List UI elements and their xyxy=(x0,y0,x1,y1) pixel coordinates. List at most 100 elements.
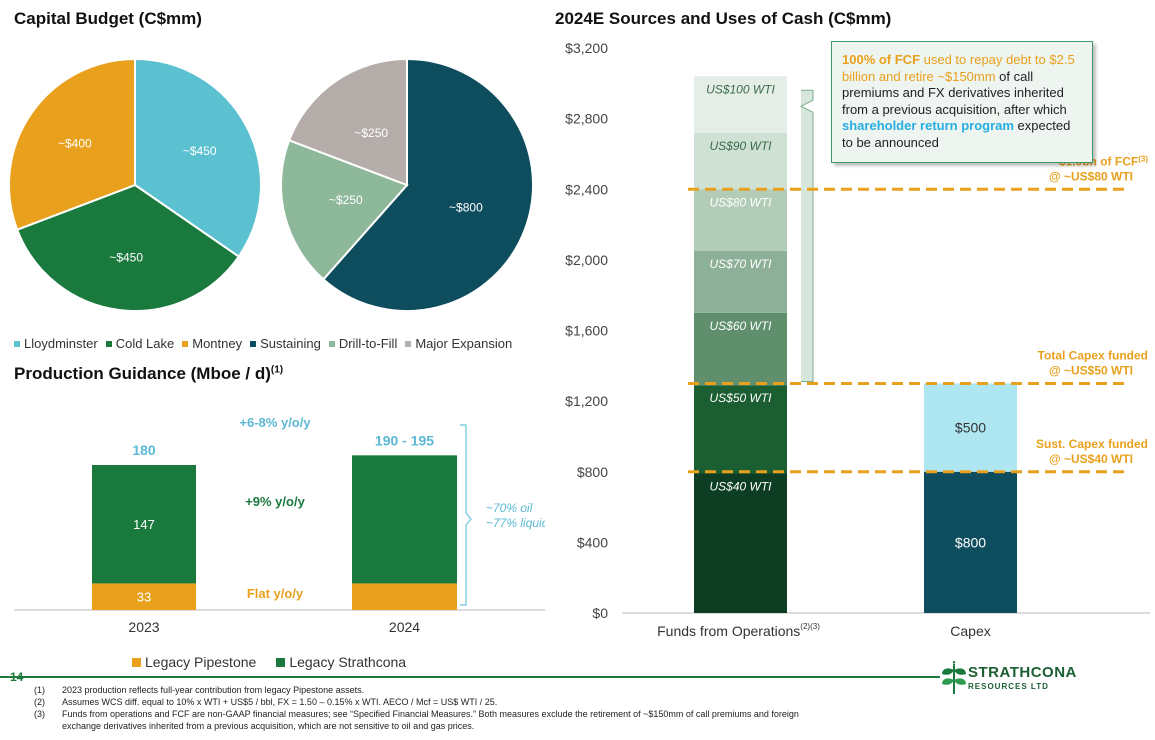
footnote-number: (3) xyxy=(34,709,45,719)
callout-text-1: 100% of FCF xyxy=(842,52,921,67)
capex-segment xyxy=(924,383,1017,472)
y-tick-label: $800 xyxy=(577,464,608,480)
x-tick-label: Funds from Operations(2)(3) xyxy=(657,622,820,639)
bar-value-label: 147 xyxy=(133,517,155,532)
ffo-segment-label: US$40 WTI xyxy=(709,480,772,494)
legend-item-drill-to-fill: Drill-to-Fill xyxy=(328,336,398,351)
footer-divider xyxy=(0,676,940,678)
ffo-segment-label: US$100 WTI xyxy=(706,82,775,96)
legend-item-lloydminster: Lloydminster xyxy=(14,336,98,351)
growth-strathcona-annotation: +9% y/o/y xyxy=(245,494,305,509)
capital-budget-legend: Lloydminster Cold Lake Montney Sustaining Dr… xyxy=(14,336,520,351)
x-tick-label: 2024 xyxy=(389,619,420,635)
y-tick-label: $400 xyxy=(577,534,608,550)
callout-text-5: expected to be announced xyxy=(842,118,1071,150)
legend-label: Cold Lake xyxy=(115,336,175,351)
reference-line-label: Sust. Capex funded xyxy=(1036,437,1148,451)
bar-segment-legacy-pipestone xyxy=(352,583,457,610)
production-title-sup: (1) xyxy=(270,364,284,376)
legend-label: Lloydminster xyxy=(24,336,98,351)
pie-value-label: ~$250 xyxy=(329,193,363,207)
legend-swatch xyxy=(132,657,141,667)
reference-line-label: Total Capex funded xyxy=(1038,348,1148,362)
sources-uses-title: 2024E Sources and Uses of Cash (C$mm) xyxy=(555,9,892,28)
legend-label: Montney xyxy=(192,336,243,351)
logo-sub: RESOURCES LTD xyxy=(968,682,1049,691)
capital-budget-pies: ~$450 ~$450 ~$400 ~$800 ~$250 ~$250 xyxy=(8,57,534,312)
mix-liquids-annotation: ~77% liquids xyxy=(486,516,545,530)
ffo-segment-label: US$50 WTI xyxy=(709,391,772,405)
x-tick-label: 2023 xyxy=(128,619,159,635)
pie-value-label: ~$450 xyxy=(183,144,217,158)
x-tick-label: Capex xyxy=(950,623,990,639)
bar-total-label: 190 - 195 xyxy=(375,432,434,448)
pie-category: ~$800 ~$250 ~$250 xyxy=(280,57,534,312)
y-tick-label: $2,000 xyxy=(565,252,608,268)
bar-value-label: 33 xyxy=(137,590,151,605)
legend-item-major-expansion: Major Expansion xyxy=(405,336,512,351)
capex-segment-label: $800 xyxy=(955,534,986,550)
legend-item-sustaining: Sustaining xyxy=(250,336,321,351)
ffo-segment-us-80-wti xyxy=(694,189,787,252)
growth-total-annotation: +6-8% y/o/y xyxy=(239,415,311,430)
legend-label: Major Expansion xyxy=(415,336,513,351)
y-tick-label: $3,200 xyxy=(565,40,608,56)
pie-slice-cold-lake xyxy=(15,183,241,312)
footnote-text: Assumes WCS diff. equal to 10% x WTI + U… xyxy=(62,697,498,707)
production-title: Production Guidance (Mboe / d)(1) xyxy=(14,364,283,384)
legend-label: Sustaining xyxy=(260,336,321,351)
footnote-number: (1) xyxy=(34,685,45,695)
bar-total-label: 180 xyxy=(132,442,156,458)
y-tick-label: $0 xyxy=(592,605,608,621)
reference-line-sublabel: @ ~US$40 WTI xyxy=(1049,452,1133,466)
ffo-segment-us-90-wti xyxy=(694,132,787,190)
legend-swatch xyxy=(14,340,20,347)
legend-label: Drill-to-Fill xyxy=(338,336,398,351)
pie-slice-montney xyxy=(8,57,136,231)
legend-item-cold-lake: Cold Lake xyxy=(105,336,175,351)
callout-text-3: of call premiums and FX derivatives inhe… xyxy=(842,68,1067,117)
legend-item-legacy-strathcona: Legacy Strathcona xyxy=(276,654,406,670)
legend-swatch xyxy=(182,340,189,347)
legend-item-montney: Montney xyxy=(182,336,242,351)
reference-line-sublabel: @ ~US$50 WTI xyxy=(1049,363,1133,377)
production-title-text: Production Guidance (Mboe / d) xyxy=(14,364,271,383)
growth-pipestone-annotation: Flat y/o/y xyxy=(247,586,304,601)
legend-swatch xyxy=(276,657,286,667)
bar-segment-legacy-strathcona xyxy=(92,465,196,584)
y-tick-label: $2,800 xyxy=(565,111,608,127)
logo-name: STRATHCONA xyxy=(968,664,1077,681)
bar-segment-legacy-pipestone xyxy=(92,583,196,610)
reference-line-sublabel: @ ~US$80 WTI xyxy=(1049,169,1133,183)
ffo-segment-label: US$60 WTI xyxy=(709,319,772,333)
capex-segment xyxy=(924,471,1017,613)
legend-label: Legacy Strathcona xyxy=(289,654,407,670)
legend-swatch xyxy=(328,340,335,347)
ffo-segment-us-40-wti xyxy=(694,473,787,613)
y-tick-label: $1,200 xyxy=(565,393,608,409)
page-number: 14 xyxy=(10,670,24,684)
pie-value-label: ~$800 xyxy=(449,200,483,214)
legend-item-legacy-pipestone: Legacy Pipestone xyxy=(132,654,256,670)
capital-budget-title: Capital Budget (C$mm) xyxy=(14,9,202,28)
callout-text-2: used to repay debt to $2.5 billion and r… xyxy=(842,52,1075,84)
ffo-segment-us-100-wti xyxy=(694,76,787,133)
strathcona-leaf-icon xyxy=(942,661,966,694)
ffo-segment-label: US$70 WTI xyxy=(709,257,772,271)
pie-slice-sustaining xyxy=(322,57,534,312)
pie-slice-lloydminster xyxy=(134,57,262,258)
legend-swatch xyxy=(405,340,412,347)
legend-swatch xyxy=(250,340,257,347)
legend-swatch xyxy=(105,340,112,347)
ffo-segment-label: US$80 WTI xyxy=(709,195,772,209)
callout-text-4: shareholder return program xyxy=(842,118,1014,133)
ffo-segment-label: US$90 WTI xyxy=(709,139,772,153)
footnote-number: (2) xyxy=(34,697,45,707)
y-tick-label: $2,400 xyxy=(565,181,608,197)
pie-value-label: ~$400 xyxy=(58,136,92,150)
capex-segment-label: $500 xyxy=(955,420,986,436)
production-chart: 33 147 180 2023 190 - 195 2024 +6-8% y/o/y +9% … xyxy=(14,415,545,635)
bar-segment-legacy-strathcona xyxy=(352,455,457,584)
sources-uses-chart: $0 $400 $800 $1,200 $1,600 $2,000 $2,400 $2,800… xyxy=(565,40,1150,639)
mix-oil-annotation: ~70% oil xyxy=(486,501,533,515)
